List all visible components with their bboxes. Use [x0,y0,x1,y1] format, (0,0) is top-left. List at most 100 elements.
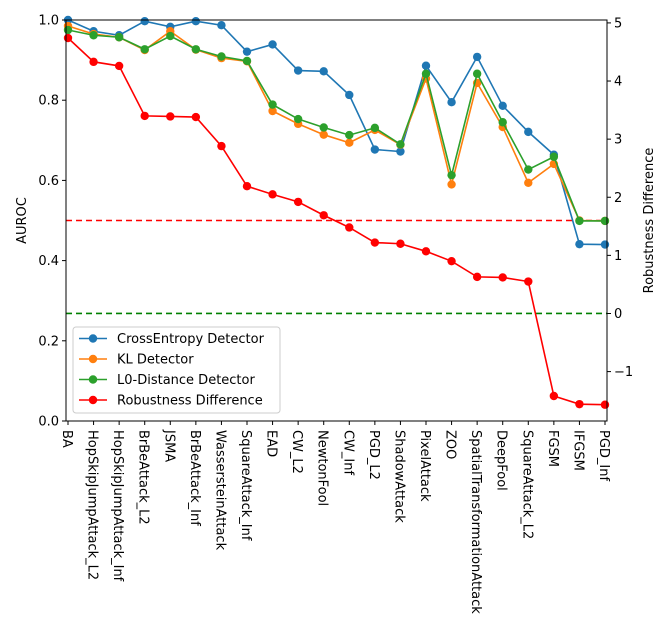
data-point [498,273,507,282]
data-point [575,399,584,409]
data-point [549,152,559,161]
data-point [217,21,226,30]
x-tick-label: SpatialTransformationAttack [468,430,483,614]
data-point [191,45,201,54]
data-point [345,138,354,147]
y2-tick-label: 5 [614,16,622,31]
data-point [396,147,405,156]
data-point [217,141,226,151]
x-tick-label: BrBeAttack_L2 [136,430,151,525]
data-point [268,40,277,49]
data-point [191,112,201,122]
data-point [114,33,124,42]
series-3 [63,33,610,409]
data-point [600,216,610,226]
x-tick-label: PixelAttack [417,430,432,502]
data-point [447,98,456,107]
data-point [268,190,277,199]
data-point [166,31,175,41]
data-point [319,211,328,220]
y2-tick-label: 3 [614,133,622,148]
data-point [89,57,98,67]
data-point [396,140,405,149]
y-axis-label: AUROC [15,197,30,244]
legend: CrossEntropy Detector KL Detector L0-Dista… [72,326,281,414]
y2-tick-label: 0 [614,307,622,322]
x-tick-label: EAD [264,430,279,457]
data-point [114,61,124,71]
series-line-1 [67,25,606,222]
x-tick-label: BA [59,430,74,448]
data-point [140,111,149,121]
data-point [549,391,559,401]
legend-marker [88,334,98,343]
legend-marker [88,375,98,384]
x-tick-label: ZOO [443,430,458,459]
x-tick-label: WassersteinAttack [212,430,227,551]
data-point [63,25,73,35]
data-point [140,45,149,54]
data-point [421,61,431,70]
series-line-0 [67,19,606,246]
data-point [293,66,303,75]
x-tick-label: CW_L2 [289,430,304,474]
y2-tick-label: 4 [614,75,622,90]
data-point [370,145,380,154]
series-line-2 [67,29,605,222]
data-point [600,400,610,409]
y-tick-label: 0.0 [38,415,59,430]
data-point [293,197,303,207]
y2-axis-label: Robustness Difference [642,148,657,294]
legend-label: L0-Distance Detector [117,373,255,388]
legend-label: KL Detector [117,353,194,368]
data-point [345,130,354,140]
data-point [370,238,380,247]
x-tick-label: PGD_L2 [366,430,381,480]
x-tick-label: NewtonFool [315,430,330,506]
series-layer [63,15,610,409]
y-tick-label: 1.0 [38,14,59,29]
series-2 [63,25,610,226]
data-point [447,256,456,266]
data-point [472,69,482,78]
reference-lines [66,219,607,315]
legend-marker [88,354,98,364]
x-tick-label: HopSkipJumpAttack_L2 [85,430,100,580]
data-point [524,178,533,188]
data-point [524,277,533,286]
y-tick-label: 0.2 [38,334,59,349]
legend-item: CrossEntropy Detector [79,332,265,347]
legend-box [72,326,281,414]
legend-marker [88,395,98,405]
y-tick-label: 0.8 [38,94,59,109]
x-tick-label: SquareAttack_L2 [519,430,534,539]
x-tick-label: CW_Inf [340,430,355,476]
data-point [319,67,328,76]
legend-item: Robustness Difference [79,394,263,409]
x-tick-label: BrBeAttack_Inf [187,430,202,526]
y-tick-label: 0.6 [38,174,59,189]
data-point [242,182,252,191]
data-point [472,272,482,282]
data-point [166,112,175,121]
data-point [242,47,252,56]
data-point [89,31,98,40]
data-point [498,101,507,111]
right-axis: −1 0 1 2 3 4 5 [607,16,633,380]
data-point [575,239,584,249]
data-point [472,52,482,62]
x-tick-label: DeepFool [494,430,509,491]
data-point [396,239,405,248]
legend-item: KL Detector [79,353,194,368]
data-point [242,56,252,66]
series-line-3 [67,37,606,406]
x-tick-label: JSMA [161,429,176,462]
data-point [268,100,277,109]
data-point [524,127,533,137]
x-tick-label: HopSkipJumpAttack_Inf [110,430,125,582]
data-point [140,17,149,26]
data-point [345,90,354,100]
data-point [447,170,456,180]
data-point [268,106,277,116]
